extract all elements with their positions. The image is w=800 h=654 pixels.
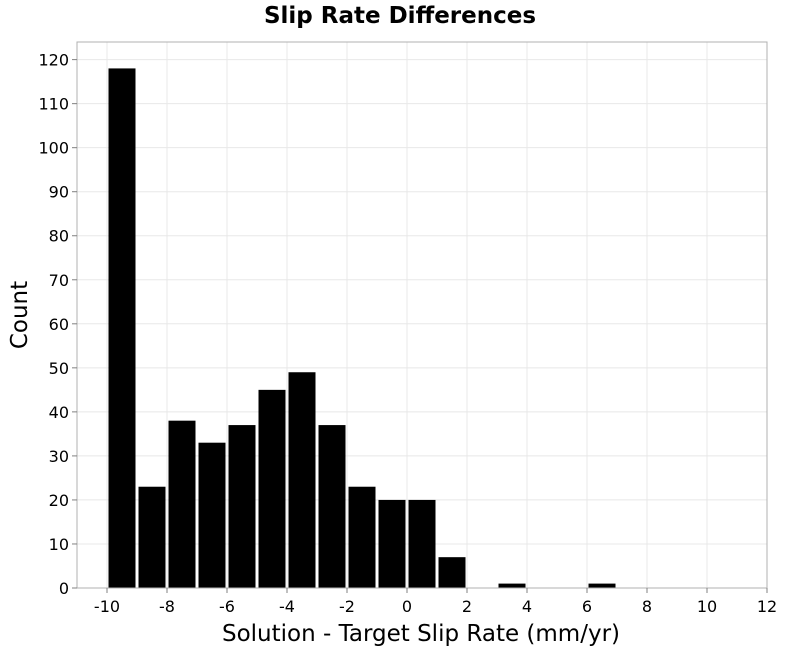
histogram-bar	[168, 420, 196, 588]
plot-border	[76, 41, 768, 589]
histogram-bar	[348, 486, 376, 588]
histogram-bar	[138, 486, 166, 588]
histogram-bar	[378, 499, 406, 588]
y-tick-label: 50	[49, 359, 69, 378]
histogram-bar	[228, 425, 256, 588]
x-tick-label: 12	[757, 597, 777, 616]
histogram-bar	[408, 499, 436, 588]
x-tick-label: -6	[219, 597, 235, 616]
y-tick-label: 20	[49, 491, 69, 510]
x-tick-label: 0	[402, 597, 412, 616]
y-axis-ticks: 0 10 20 30 40 50 60 70 80 90 100 110 120	[38, 51, 77, 598]
y-tick-label: 80	[49, 227, 69, 246]
histogram-bar	[498, 583, 526, 588]
x-tick-label: -2	[339, 597, 355, 616]
x-tick-label: -10	[94, 597, 120, 616]
histogram-bar	[438, 557, 466, 588]
histogram-bar	[588, 583, 616, 588]
bars	[108, 68, 616, 588]
x-tick-label: 6	[582, 597, 592, 616]
x-axis-ticks: -10 -8 -6 -4 -2 0 2 4 6 8 10 12	[94, 588, 777, 616]
chart-title: Slip Rate Differences	[264, 3, 536, 29]
y-tick-label: 110	[38, 95, 69, 114]
x-tick-label: 8	[642, 597, 652, 616]
y-tick-label: 0	[59, 579, 69, 598]
x-axis-label: Solution - Target Slip Rate (mm/yr)	[222, 621, 620, 647]
y-tick-label: 40	[49, 403, 69, 422]
y-tick-label: 60	[49, 315, 69, 334]
y-tick-label: 90	[49, 183, 69, 202]
y-tick-label: 70	[49, 271, 69, 290]
histogram-bar	[198, 442, 226, 588]
y-tick-label: 120	[38, 51, 69, 70]
x-tick-label: 10	[697, 597, 717, 616]
y-axis-label: Count	[7, 281, 33, 349]
histogram-bar	[108, 68, 136, 588]
y-tick-label: 30	[49, 447, 69, 466]
x-tick-label: -4	[279, 597, 295, 616]
histogram-bar	[288, 372, 316, 588]
y-tick-label: 10	[49, 535, 69, 554]
y-tick-label: 100	[38, 139, 69, 158]
histogram-bar	[318, 425, 346, 588]
x-tick-label: 4	[522, 597, 532, 616]
histogram-bar	[258, 389, 286, 588]
x-tick-label: -8	[159, 597, 175, 616]
x-tick-label: 2	[462, 597, 472, 616]
